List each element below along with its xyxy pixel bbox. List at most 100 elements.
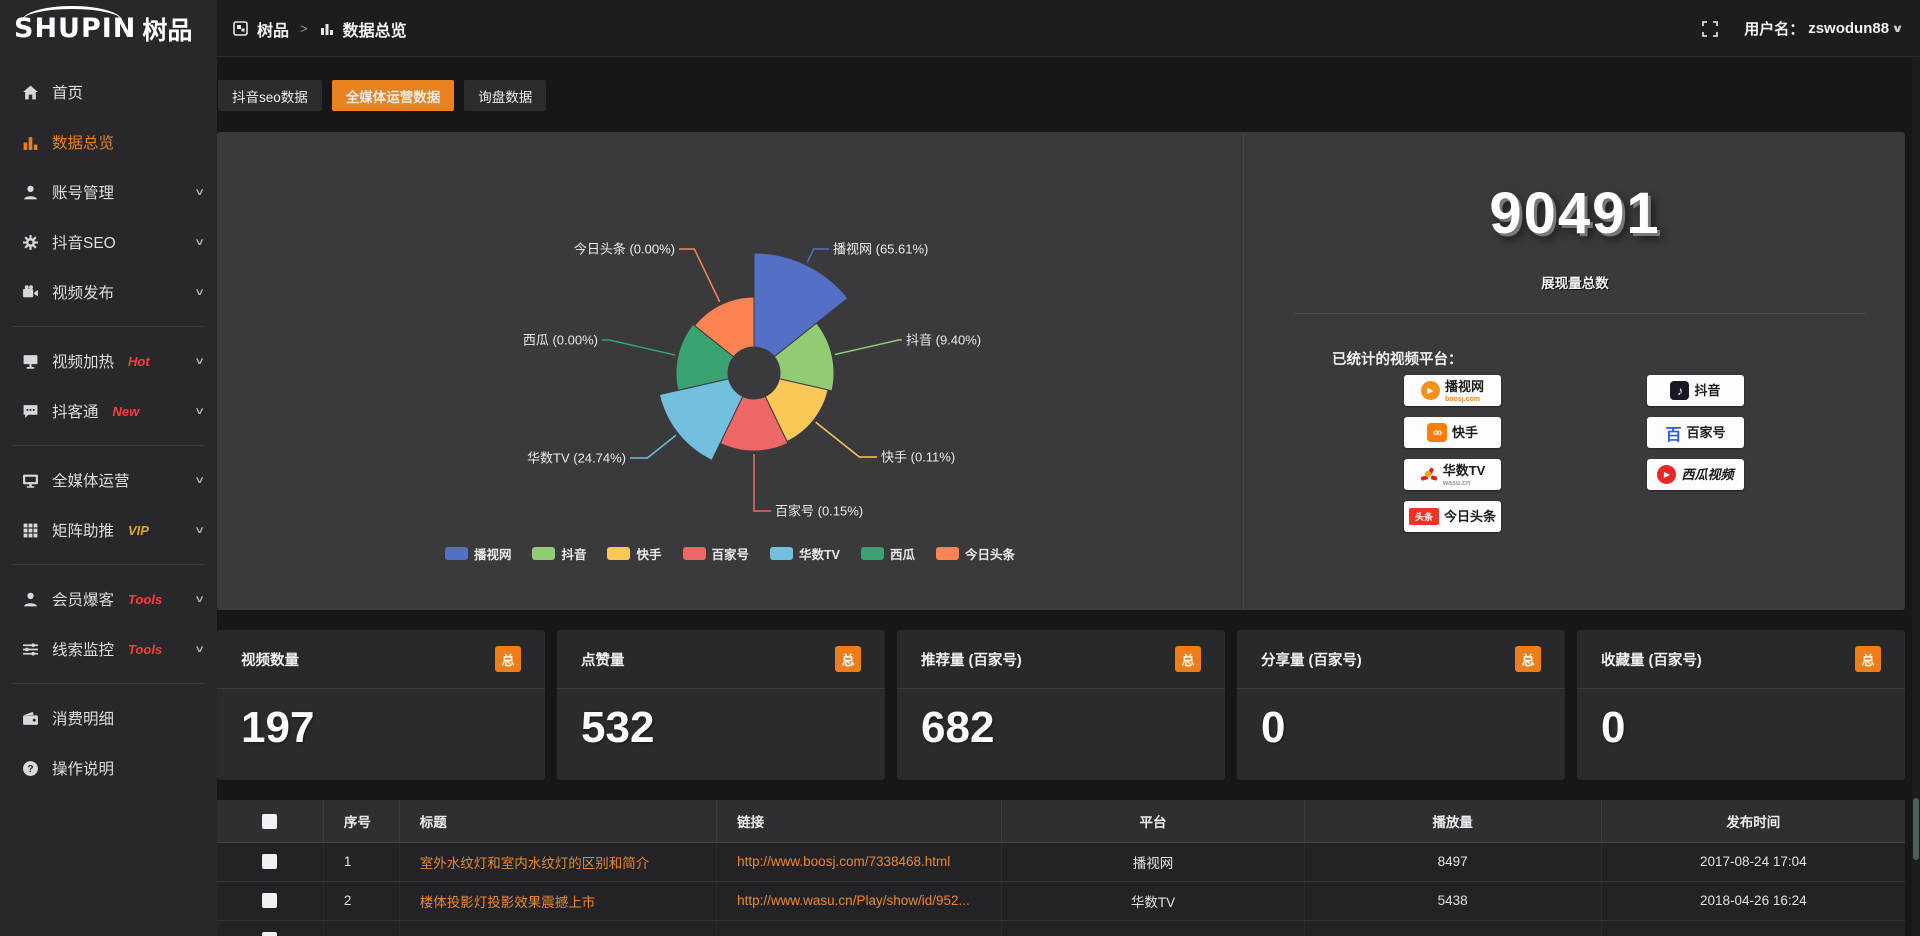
legend-swatch <box>861 547 884 560</box>
platform-badge-xigua[interactable]: ▶ 西瓜视频 <box>1647 459 1744 490</box>
row-checkbox[interactable] <box>262 932 278 936</box>
sidebar-item-spending-detail[interactable]: 消费明细 <box>0 693 217 743</box>
platform-badge-toutiao[interactable]: 头条 今日头条 <box>1404 501 1501 532</box>
user-icon <box>22 184 39 201</box>
cell-plays: 5438 <box>1304 881 1602 921</box>
legend-item[interactable]: 西瓜 <box>861 544 915 563</box>
cell-title[interactable]: 室外水纹灯和室内水纹灯的区别和简介 <box>399 842 718 882</box>
pie-slice-西瓜[interactable] <box>675 323 735 391</box>
sidebar-item-omnimedia[interactable]: 全媒体运营 ∨ <box>0 455 217 505</box>
wasu-logo-icon <box>1420 466 1438 484</box>
cell-title[interactable] <box>399 920 718 936</box>
cell-platform <box>1001 920 1305 936</box>
username-label: 用户名： <box>1744 21 1805 38</box>
platform-badge-kuaishou[interactable]: oo 快手 <box>1404 417 1501 448</box>
legend-item[interactable]: 播视网 <box>444 544 511 563</box>
total-badge[interactable]: 总 <box>1515 646 1541 672</box>
legend-item[interactable]: 华数TV <box>770 544 840 563</box>
xigua-logo-icon: ▶ <box>1657 465 1677 484</box>
stat-value: 0 <box>1261 703 1286 752</box>
col-index: 序号 <box>323 800 400 843</box>
chevron-down-icon: ∨ <box>193 643 205 655</box>
tools-badge: Tools <box>128 641 163 657</box>
sidebar-item-douyin-seo[interactable]: 抖音SEO ∨ <box>0 217 217 267</box>
chevron-down-icon: ∨ <box>193 593 205 605</box>
col-link: 链接 <box>716 800 1003 843</box>
legend-item[interactable]: 百家号 <box>682 544 749 563</box>
total-badge[interactable]: 总 <box>495 646 521 672</box>
topbar-right: 用户名： zswodun88 ∨ <box>1702 0 1904 57</box>
fullscreen-icon[interactable] <box>1702 20 1719 37</box>
sidebar-item-matrix-boost[interactable]: 矩阵助推 VIP ∨ <box>0 505 217 555</box>
sidebar-item-help[interactable]: ? 操作说明 <box>0 743 217 793</box>
pie-label: 快手 (0.11%) <box>881 450 955 465</box>
platform-badge-wasu[interactable]: 华数TV wasu.cn <box>1404 459 1501 490</box>
sidebar-item-video-publish[interactable]: 视频发布 ∨ <box>0 267 217 317</box>
cell-link[interactable]: http://www.boosj.com/7338468.html <box>716 842 1003 882</box>
total-badge[interactable]: 总 <box>1855 646 1881 672</box>
app-grid-icon <box>233 21 248 36</box>
pie-slice-快手[interactable] <box>764 378 829 443</box>
table-header-row: 序号 标题 链接 平台 播放量 发布时间 <box>217 800 1905 843</box>
platforms-title: 已统计的视频平台： <box>1332 352 1463 368</box>
stat-card-shares: 分享量 (百家号) 总 0 <box>1237 630 1565 780</box>
svg-text:?: ? <box>27 764 33 775</box>
legend-swatch <box>770 547 794 560</box>
overview-panel: 播视网 (65.61%) 抖音 (9.40%) 快手 (0.11%) 百家号 (0.1… <box>217 132 1905 610</box>
chevron-down-icon: ∨ <box>193 405 205 417</box>
cell-index <box>323 920 400 936</box>
platform-badge-baijiahao[interactable]: 百 百家号 <box>1647 417 1744 448</box>
tab-inquiry-data[interactable]: 询盘数据 <box>464 80 547 111</box>
logo-sub: 树品 <box>142 16 193 45</box>
total-impressions-value: 90491 <box>1489 181 1661 246</box>
platform-badge-boosj[interactable]: ▶ 播视网 boosj.com <box>1404 375 1501 406</box>
platform-badge-douyin[interactable]: ♪ 抖音 <box>1647 375 1744 406</box>
pie-slice-华数TV[interactable] <box>658 378 744 462</box>
cell-link[interactable]: http://www.wasu.cn/Play/show/id/952... <box>716 881 1003 921</box>
scrollbar-thumb[interactable] <box>1913 798 1919 860</box>
cell-title[interactable]: 楼体投影灯投影效果震撼上市 <box>399 881 718 921</box>
user-menu[interactable]: 用户名： zswodun88 ∨ <box>1744 18 1904 39</box>
cell-link[interactable] <box>716 920 1003 936</box>
pie-slice-今日头条[interactable] <box>693 296 755 358</box>
stat-value: 682 <box>921 703 995 752</box>
sidebar-item-home[interactable]: 首页 <box>0 67 217 117</box>
pie-slice-百家号[interactable] <box>719 395 789 452</box>
sidebar-divider <box>12 326 205 327</box>
select-all-checkbox[interactable] <box>262 813 278 829</box>
breadcrumb-root[interactable]: 树品 <box>257 22 290 40</box>
sidebar-item-douketong[interactable]: 抖客通 New ∨ <box>0 386 217 436</box>
legend-item[interactable]: 抖音 <box>532 544 586 563</box>
chevron-down-icon: ∨ <box>193 524 205 536</box>
logo-main: SHUPIN <box>14 6 137 44</box>
pie-slice-播视网[interactable] <box>753 252 849 358</box>
pie-label-line <box>679 248 721 303</box>
gear-icon <box>22 234 39 251</box>
legend-item[interactable]: 今日头条 <box>936 544 1015 563</box>
row-checkbox[interactable] <box>262 854 278 870</box>
sidebar-item-data-overview[interactable]: 数据总览 <box>0 117 217 167</box>
table-row <box>217 920 1905 936</box>
scrollbar-track[interactable] <box>1912 57 1920 936</box>
row-checkbox[interactable] <box>262 893 278 909</box>
sidebar-item-clue-monitor[interactable]: 线索监控 Tools ∨ <box>0 624 217 674</box>
legend-swatch <box>607 547 631 560</box>
pie-label: 百家号 (0.15%) <box>775 504 863 519</box>
boosj-logo-icon: ▶ <box>1420 381 1440 400</box>
home-icon <box>22 84 39 101</box>
tab-omnimedia-data[interactable]: 全媒体运营数据 <box>331 80 455 111</box>
sidebar-item-accounts[interactable]: 账号管理 ∨ <box>0 167 217 217</box>
pie-slice-抖音[interactable] <box>773 322 835 392</box>
chat-bubble-icon <box>22 403 39 420</box>
legend-item[interactable]: 快手 <box>607 544 662 563</box>
sidebar-nav: 首页 数据总览 账号管理 ∨ 抖音SEO ∨ 视频发布 ∨ <box>0 57 217 793</box>
logo[interactable]: SHUPIN 树品 <box>0 0 217 57</box>
chart-legend: 播视网 抖音 快手 百家号 华数TV 西瓜 今日头条 <box>217 544 1243 563</box>
total-badge[interactable]: 总 <box>835 646 861 672</box>
tab-douyin-seo-data[interactable]: 抖音seo数据 <box>218 80 322 111</box>
chevron-down-icon: ∨ <box>193 474 205 486</box>
col-time: 发布时间 <box>1601 800 1905 843</box>
sidebar-item-member-burst[interactable]: 会员爆客 Tools ∨ <box>0 574 217 624</box>
total-badge[interactable]: 总 <box>1175 646 1201 672</box>
sidebar-item-video-heat[interactable]: 视频加热 Hot ∨ <box>0 336 217 386</box>
